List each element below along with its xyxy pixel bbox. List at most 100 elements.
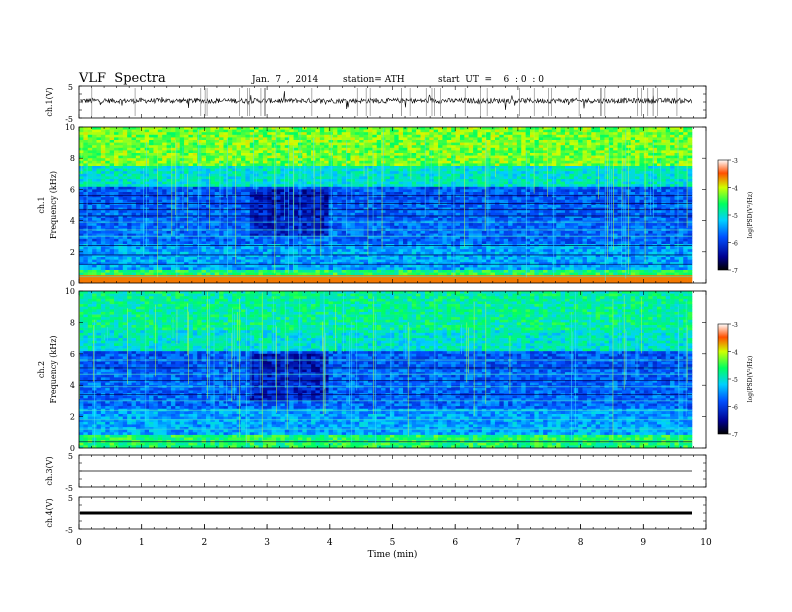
spectrogram-cell [451, 199, 456, 203]
spectrogram-cell [100, 173, 106, 177]
spectrogram-cell [105, 150, 110, 154]
spectrogram-cell [363, 189, 369, 193]
spectrogram-cell [79, 150, 84, 154]
spectrogram-cell [595, 194, 601, 198]
spectrogram-cell [665, 202, 671, 206]
spectrogram-cell [394, 199, 399, 203]
spectrogram-cell [135, 160, 141, 164]
spectrogram-cell [144, 132, 150, 136]
spectrogram-cell [109, 210, 115, 214]
spectrogram-cell [324, 181, 329, 185]
spectrogram-cell [534, 166, 540, 169]
spectrogram-cell [249, 202, 255, 206]
spectrogram-cell [381, 197, 386, 201]
spectrogram-cell [525, 168, 531, 172]
spectrogram-cell [140, 147, 145, 151]
spectrogram-cell [578, 212, 583, 216]
spectrogram-cell [516, 168, 522, 172]
spectrogram-cell [232, 202, 237, 206]
spectrogram-cell [267, 147, 272, 151]
spectrogram-cell [433, 153, 439, 156]
spectrogram-cell [494, 194, 500, 198]
spectrogram-cell [683, 189, 688, 193]
spectrogram-cell [560, 145, 566, 149]
spectrogram-cell [122, 181, 128, 185]
spectrogram-cell [144, 215, 150, 219]
spectrogram-cell [473, 194, 478, 198]
spectrogram-cell [534, 212, 540, 216]
spectrogram-cell [100, 181, 106, 185]
spectrogram-cell [276, 132, 281, 136]
spectrogram-cell [372, 189, 378, 193]
spectrogram-cell [284, 179, 290, 182]
spectrogram-cell [127, 171, 132, 175]
spectrogram-cell [232, 137, 237, 141]
spectrogram-cell [232, 197, 237, 201]
spectrogram-cell [683, 179, 688, 182]
spectrogram-cell [389, 184, 395, 188]
spectrogram-cell [503, 129, 509, 133]
spectrogram-cell [140, 166, 145, 169]
spectrogram-cell [652, 192, 658, 195]
spectrogram-cell [227, 163, 233, 167]
spectrogram-cell [280, 153, 286, 156]
spectrogram-cell [385, 215, 391, 219]
spectrogram-cell [595, 179, 601, 182]
spectrogram-cell [223, 215, 229, 219]
spectrogram-cell [315, 140, 321, 143]
spectrogram-cell [643, 158, 649, 162]
spectrogram-cell [486, 207, 491, 211]
spectrogram-cell [490, 140, 496, 143]
spectrogram-cell [96, 129, 102, 133]
spectrogram-cell [578, 137, 583, 141]
spectrogram-cell [687, 137, 693, 141]
spectrogram-cell [529, 181, 535, 185]
spectrogram-cell [118, 137, 124, 141]
spectrogram-cell [551, 127, 557, 130]
spectrogram-cell [438, 137, 443, 141]
spectrogram-cell [236, 186, 242, 190]
spectrogram-cell [267, 199, 272, 203]
spectrogram-cell [473, 168, 478, 172]
spectrogram-cell [96, 184, 102, 188]
spectrogram-cell [109, 207, 115, 211]
spectrogram-cell [459, 155, 465, 159]
spectrogram-cell [350, 127, 356, 130]
spectrogram-cell [556, 192, 561, 195]
spectrogram-cell [227, 202, 233, 206]
spectrogram-cell [683, 212, 688, 216]
spectrogram-cell [591, 202, 596, 206]
spectrogram-cell [468, 202, 474, 206]
spectrogram-cell [122, 153, 128, 156]
spectrogram-cell [661, 147, 667, 151]
spectrogram-cell [403, 171, 408, 175]
spectrogram-cell [617, 202, 623, 206]
spectrogram-cell [643, 179, 649, 182]
spectrogram-cell [643, 166, 649, 169]
spectrogram-cell [341, 140, 347, 143]
spectrogram-cell [385, 140, 391, 143]
spectrogram-cell [490, 181, 496, 185]
spectrogram-cell [280, 132, 286, 136]
spectrogram-cell [376, 197, 382, 201]
spectrogram-cell [403, 197, 408, 201]
spectrogram-cell [652, 160, 658, 164]
spectrogram-cell [114, 189, 119, 193]
spectrogram-cell [267, 129, 272, 133]
spectrogram-cell [508, 166, 513, 169]
spectrogram-cell [446, 140, 452, 143]
spectrogram-cell [311, 184, 316, 188]
spectrogram-cell [359, 160, 364, 164]
spectrogram-cell [621, 129, 627, 133]
spectrogram-cell [346, 155, 351, 159]
spectrogram-cell [276, 127, 281, 130]
spectrogram-cell [179, 137, 185, 141]
spectrogram-cell [416, 140, 421, 143]
spectrogram-cell [613, 166, 618, 169]
spectrogram-cell [687, 134, 693, 138]
spectrogram-cell [381, 184, 386, 188]
spectrogram-cell [385, 181, 391, 185]
spectrogram-cell [284, 132, 290, 136]
spectrogram-cell [214, 142, 220, 146]
spectrogram-cell [604, 155, 610, 159]
